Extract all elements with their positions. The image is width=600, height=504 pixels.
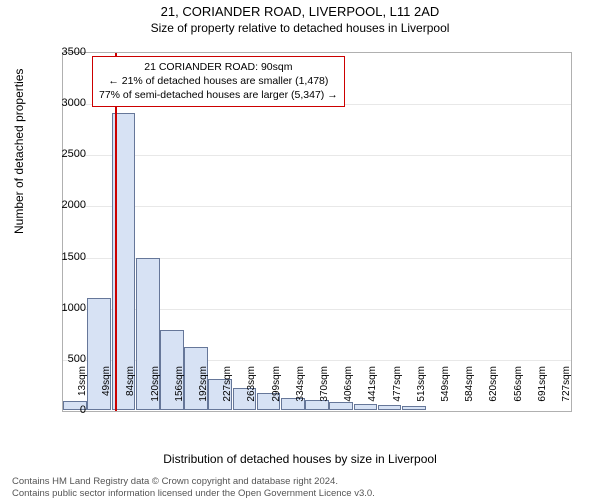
annotation-line: ← 21% of detached houses are smaller (1,… — [99, 74, 338, 88]
x-tick-label: 727sqm — [561, 366, 572, 402]
y-tick-label: 1500 — [46, 251, 86, 263]
histogram-bar — [378, 405, 402, 410]
x-tick-label: 406sqm — [343, 366, 354, 402]
x-tick-label: 263sqm — [246, 366, 257, 402]
x-tick-label: 441sqm — [367, 366, 378, 402]
x-tick-label: 656sqm — [513, 366, 524, 402]
histogram-bar — [402, 406, 426, 410]
x-tick-label: 120sqm — [150, 366, 161, 402]
x-tick-label: 227sqm — [222, 366, 233, 402]
x-tick-label: 370sqm — [319, 366, 330, 402]
x-tick-label: 13sqm — [77, 366, 88, 396]
page-subtitle: Size of property relative to detached ho… — [0, 21, 600, 35]
histogram-bar — [354, 404, 378, 410]
chart-container: 21, CORIANDER ROAD, LIVERPOOL, L11 2AD S… — [0, 4, 600, 504]
annotation-box: 21 CORIANDER ROAD: 90sqm ← 21% of detach… — [92, 56, 345, 107]
y-tick-label: 0 — [46, 404, 86, 416]
x-axis-label: Distribution of detached houses by size … — [0, 452, 600, 466]
x-tick-label: 620sqm — [488, 366, 499, 402]
y-tick-label: 500 — [46, 353, 86, 365]
gridline — [63, 206, 571, 207]
x-tick-label: 549sqm — [440, 366, 451, 402]
x-tick-label: 334sqm — [295, 366, 306, 402]
y-axis-label: Number of detached properties — [12, 69, 26, 234]
y-tick-label: 2000 — [46, 199, 86, 211]
x-tick-label: 691sqm — [537, 366, 548, 402]
x-tick-label: 477sqm — [392, 366, 403, 402]
property-marker-line — [115, 53, 117, 411]
page-title: 21, CORIANDER ROAD, LIVERPOOL, L11 2AD — [0, 4, 600, 19]
y-tick-label: 3500 — [46, 46, 86, 58]
annotation-line: 77% of semi-detached houses are larger (… — [99, 88, 338, 102]
x-tick-label: 584sqm — [464, 366, 475, 402]
x-tick-label: 299sqm — [271, 366, 282, 402]
x-tick-label: 156sqm — [174, 366, 185, 402]
y-tick-label: 3000 — [46, 97, 86, 109]
footer-line: Contains public sector information licen… — [12, 488, 375, 500]
gridline — [63, 155, 571, 156]
x-tick-label: 49sqm — [101, 366, 112, 396]
footer-line: Contains HM Land Registry data © Crown c… — [12, 476, 375, 488]
y-tick-label: 2500 — [46, 148, 86, 160]
x-tick-label: 84sqm — [125, 366, 136, 396]
histogram-bar — [329, 402, 353, 410]
y-tick-label: 1000 — [46, 302, 86, 314]
footer-attribution: Contains HM Land Registry data © Crown c… — [12, 476, 375, 500]
x-tick-label: 513sqm — [416, 366, 427, 402]
annotation-line: 21 CORIANDER ROAD: 90sqm — [99, 60, 338, 74]
x-tick-label: 192sqm — [198, 366, 209, 402]
